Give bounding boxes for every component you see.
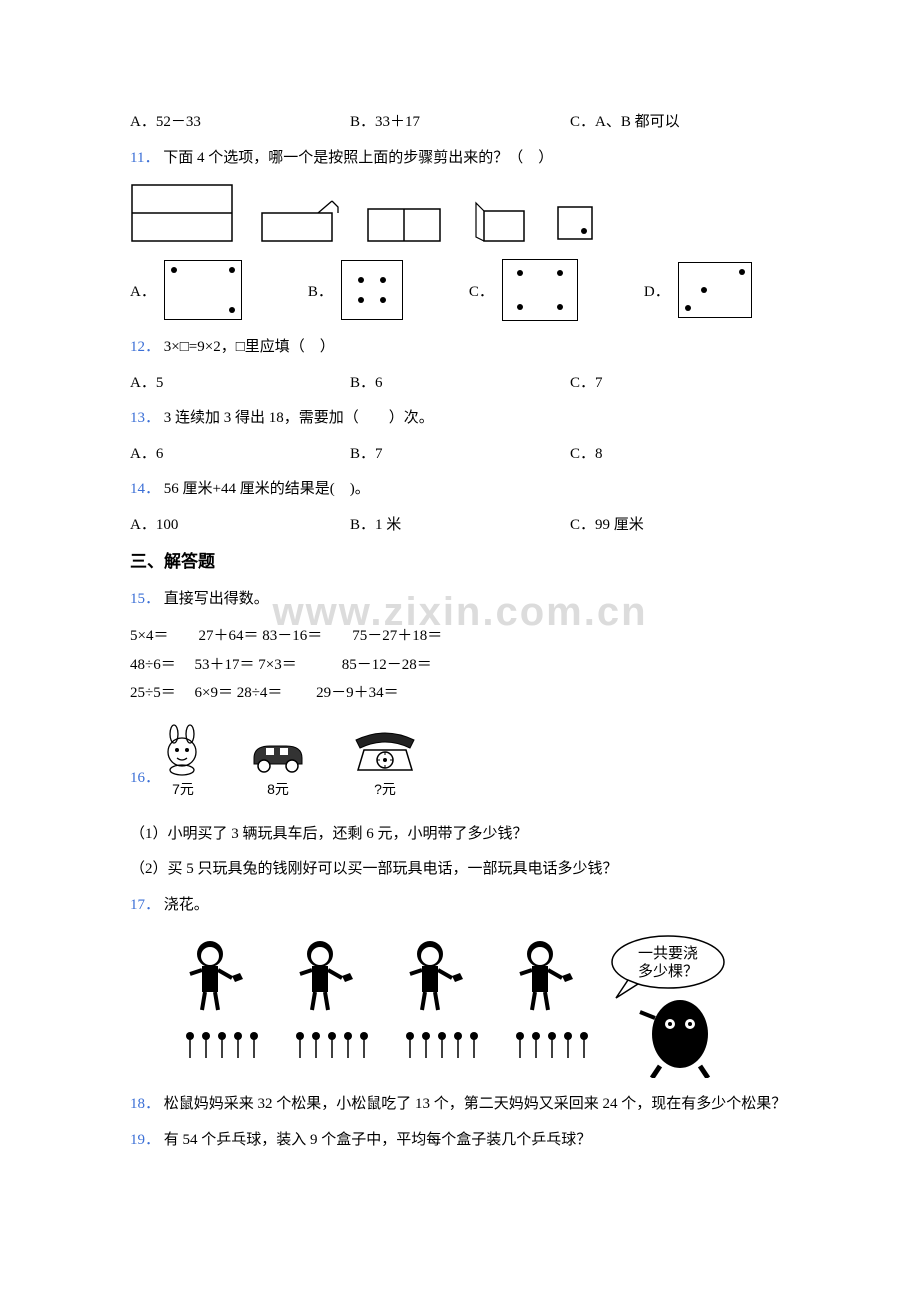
dot-icon [701, 287, 707, 293]
rabbit-price: 7元 [172, 778, 194, 802]
q11-option-a-box [164, 260, 242, 320]
fold-step-5-icon [554, 201, 598, 245]
q10-option-a: A．52－33 [130, 110, 350, 136]
q11-number: 11． [130, 150, 159, 166]
q15-stem: 15． 直接写出得数。 [130, 587, 790, 613]
car-price: 8元 [267, 778, 289, 802]
q14-stem: 14． 56 厘米+44 厘米的结果是( )。 [130, 477, 790, 503]
q13-option-b: B．7 [350, 442, 570, 468]
q12-option-c: C．7 [570, 371, 790, 397]
bubble-line-1: 一共要浇 [638, 945, 698, 962]
q16-sub1: （1）小明买了 3 辆玩具车后，还剩 6 元，小明带了多少钱？ [130, 822, 790, 848]
q15-row-3: 25÷5＝ 6×9＝ 28÷4＝ 29－9＋34＝ [130, 679, 790, 708]
q18-text: 松鼠妈妈采来 32 个松果，小松鼠吃了 13 个，第二天妈妈又采回来 24 个，… [164, 1096, 787, 1112]
q15-row-1: 5×4＝ 27＋64＝ 83－16＝ 75－27＋18＝ [130, 622, 790, 651]
q14-text: 56 厘米+44 厘米的结果是( )。 [164, 481, 370, 497]
q12-text: 3×□=9×2，□里应填（ ） [164, 339, 335, 355]
toy-rabbit-item: 7元 [160, 724, 206, 802]
dot-icon [380, 277, 386, 283]
q12-option-a: A．5 [130, 371, 350, 397]
rabbit-icon [160, 724, 206, 776]
q17-illustration: 一共要浇 多少棵？ [130, 928, 790, 1078]
q11-option-d-box [678, 262, 752, 318]
q11-option-b-label: B． [308, 280, 333, 301]
q19-stem: 19． 有 54 个乒乓球，装入 9 个盒子中，平均每个盒子装几个乒乓球？ [130, 1128, 790, 1154]
q17-stem: 17． 浇花。 [130, 893, 790, 919]
q18-number: 18． [130, 1096, 160, 1112]
section-3-heading: 三、解答题 [130, 548, 790, 577]
dot-icon [171, 267, 177, 273]
car-icon [246, 734, 310, 776]
q15-row-2: 48÷6＝ 53＋17＝ 7×3＝ 85－12－28＝ [130, 651, 790, 680]
phone-price: ?元 [374, 778, 396, 802]
q11-stem: 11． 下面 4 个选项，哪一个是按照上面的步骤剪出来的？（ ） [130, 146, 790, 172]
toy-car-item: 8元 [246, 734, 310, 802]
q16-number: 16． [130, 766, 160, 812]
q11-options-row: A． B． C． D． [130, 259, 790, 321]
q19-number: 19． [130, 1132, 160, 1148]
dot-icon [358, 277, 364, 283]
q12-option-b: B．6 [350, 371, 570, 397]
q18-stem: 18． 松鼠妈妈采来 32 个松果，小松鼠吃了 13 个，第二天妈妈又采回来 2… [130, 1092, 790, 1118]
dot-icon [557, 304, 563, 310]
q15-calc-block: 5×4＝ 27＋64＝ 83－16＝ 75－27＋18＝ 48÷6＝ 53＋17… [130, 622, 790, 708]
q13-number: 13． [130, 410, 160, 426]
bubble-line-2: 多少棵？ [638, 963, 698, 980]
q11-option-d-label: D． [644, 280, 670, 301]
phone-icon [350, 728, 420, 776]
q14-option-a: A．100 [130, 513, 350, 539]
dot-icon [229, 267, 235, 273]
q11-text: 下面 4 个选项，哪一个是按照上面的步骤剪出来的？（ ） [163, 150, 553, 166]
q13-option-a: A．6 [130, 442, 350, 468]
watering-icon: 一共要浇 多少棵？ [180, 928, 740, 1078]
fold-step-1-icon [130, 181, 234, 245]
q16-row: 16． 7元 [130, 718, 790, 812]
dot-icon [685, 305, 691, 311]
q14-options-row: A．100 B．1 米 C．99 厘米 [130, 513, 790, 539]
dot-icon [380, 297, 386, 303]
fold-step-3-icon [366, 199, 446, 245]
dot-icon [557, 270, 563, 276]
toy-phone-item: ?元 [350, 728, 420, 802]
q12-options-row: A．5 B．6 C．7 [130, 371, 790, 397]
q14-option-c: C．99 厘米 [570, 513, 790, 539]
q11-fold-steps [130, 181, 790, 245]
dot-icon [358, 297, 364, 303]
q10-option-c: C．A、B 都可以 [570, 110, 790, 136]
q11-option-b-box [341, 260, 403, 320]
q13-stem: 13． 3 连续加 3 得出 18，需要加（ ）次。 [130, 406, 790, 432]
q11-option-c-label: C． [469, 280, 494, 301]
fold-step-4-icon [472, 199, 528, 245]
q12-stem: 12． 3×□=9×2，□里应填（ ） [130, 335, 790, 361]
q12-number: 12． [130, 339, 160, 355]
dot-icon [517, 270, 523, 276]
q16-sub2: （2）买 5 只玩具兔的钱刚好可以买一部玩具电话，一部玩具电话多少钱？ [130, 857, 790, 883]
dot-icon [739, 269, 745, 275]
q17-number: 17． [130, 897, 160, 913]
q15-text: 直接写出得数。 [164, 591, 269, 607]
fold-step-2-icon [260, 199, 340, 245]
q10-options-row: A．52－33 B．33＋17 C．A、B 都可以 [130, 110, 790, 136]
q13-options-row: A．6 B．7 C．8 [130, 442, 790, 468]
dot-icon [229, 307, 235, 313]
q19-text: 有 54 个乒乓球，装入 9 个盒子中，平均每个盒子装几个乒乓球？ [164, 1132, 592, 1148]
q15-number: 15． [130, 591, 160, 607]
q14-number: 14． [130, 481, 160, 497]
q13-option-c: C．8 [570, 442, 790, 468]
q14-option-b: B．1 米 [350, 513, 570, 539]
q11-option-a-label: A． [130, 280, 156, 301]
q16-items: 7元 8元 [160, 724, 420, 802]
dot-icon [517, 304, 523, 310]
q11-option-c-box [502, 259, 578, 321]
q17-text: 浇花。 [164, 897, 209, 913]
q13-text: 3 连续加 3 得出 18，需要加（ ）次。 [164, 410, 434, 426]
q10-option-b: B．33＋17 [350, 110, 570, 136]
